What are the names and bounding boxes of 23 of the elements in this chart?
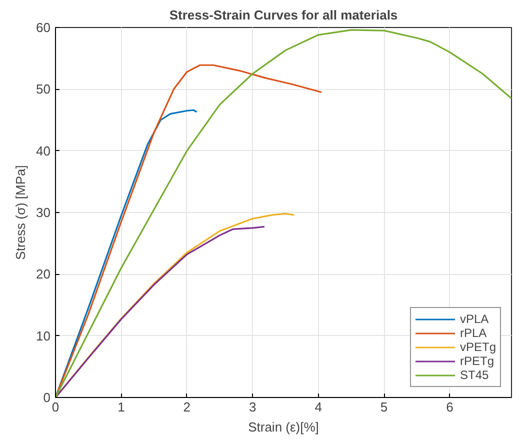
line-series — [56, 226, 266, 398]
legend-label: rPETg — [460, 354, 494, 368]
y-tick-label: 40 — [36, 143, 51, 158]
x-tick-label: 1 — [118, 400, 125, 414]
y-tick-label: 10 — [36, 328, 51, 344]
legend-label: ST45 — [460, 368, 489, 382]
y-tick-label: 0 — [43, 390, 51, 405]
x-tick-label: 6 — [446, 400, 454, 414]
y-tick-label: 50 — [36, 82, 51, 97]
x-tick-label: 3 — [249, 400, 256, 414]
legend-label: rPLA — [460, 326, 487, 340]
y-tick-label: 20 — [36, 266, 51, 282]
line-series — [56, 29, 512, 398]
y-axis-title: Stress (σ) [MPa] — [13, 165, 28, 260]
chart-title: Stress-Strain Curves for all materials — [169, 8, 398, 22]
legend-label: vPLA — [460, 312, 489, 326]
x-tick-label: 5 — [380, 400, 388, 414]
x-axis-title: Strain (ε)[%] — [248, 420, 319, 434]
x-tick-label: 4 — [314, 400, 322, 414]
y-tick-label: 30 — [36, 205, 51, 220]
x-tick-label: 2 — [183, 400, 191, 414]
legend-label: vPETg — [460, 340, 496, 354]
y-tick-label: 60 — [36, 20, 51, 35]
